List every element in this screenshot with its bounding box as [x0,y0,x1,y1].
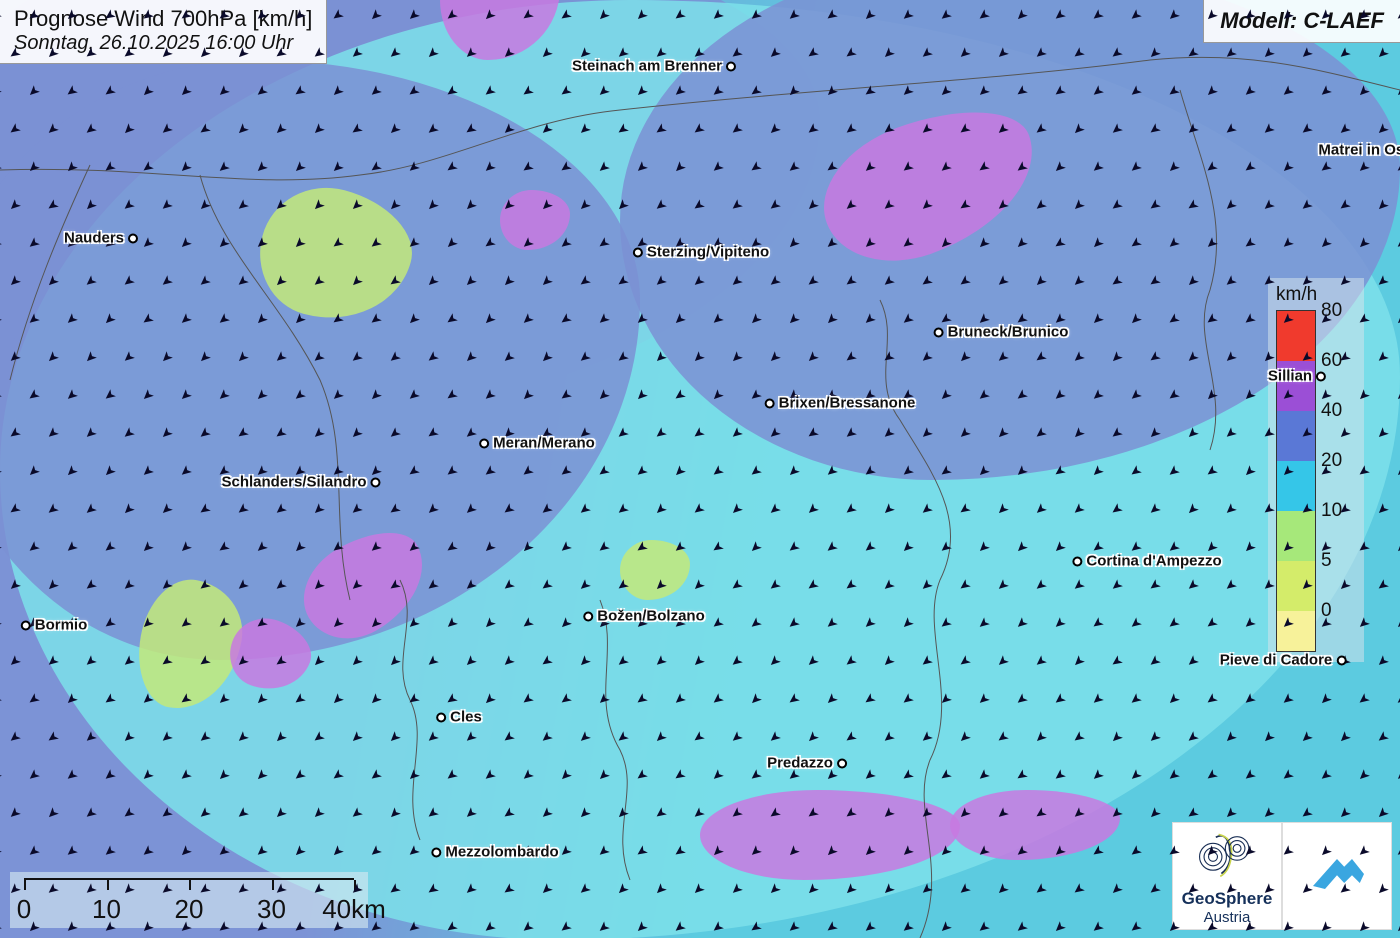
city-marker[interactable]: Predazzo [767,755,847,772]
city-marker[interactable]: Nauders [64,230,138,247]
city-dot-icon [1336,655,1346,665]
city-label-text: Steinach am Brenner [572,58,722,75]
city-label-text: Meran/Merano [493,435,595,452]
city-dot-icon [583,611,593,621]
city-marker[interactable]: Meran/Merano [479,435,595,452]
city-marker[interactable]: Bruneck/Brunico [934,324,1069,341]
city-dot-icon [837,758,847,768]
city-marker[interactable]: Cles [436,709,482,726]
city-label-text: Matrei in Osttirol [1318,142,1400,159]
city-label-text: Schlanders/Silandro [221,474,366,491]
city-marker[interactable]: Sillian [1268,368,1326,385]
city-marker[interactable]: Bormio [21,617,88,634]
city-label-text: Sillian [1268,368,1312,385]
city-label-text: Božen/Bolzano [597,608,705,625]
city-label-text: Pieve di Cadore [1220,652,1333,669]
city-label-text: Bruneck/Brunico [948,324,1069,341]
city-dot-icon [371,477,381,487]
city-marker[interactable]: Schlanders/Silandro [221,474,380,491]
city-label-text: Nauders [64,230,124,247]
city-label-text: Predazzo [767,755,833,772]
city-marker[interactable]: Matrei in Osttirol [1318,142,1400,159]
city-marker[interactable]: Pieve di Cadore [1220,652,1347,669]
city-dot-icon [431,847,441,857]
city-dot-icon [1072,556,1082,566]
city-marker[interactable]: Mezzolombardo [431,844,558,861]
city-dot-icon [1316,371,1326,381]
city-label-text: Sterzing/Vipiteno [647,244,769,261]
city-marker[interactable]: Steinach am Brenner [572,58,736,75]
city-marker[interactable]: Brixen/Bressanone [765,395,916,412]
city-marker[interactable]: Cortina d'Ampezzo [1072,553,1221,570]
city-dot-icon [479,438,489,448]
city-label-text: Cortina d'Ampezzo [1086,553,1221,570]
city-label-text: Bormio [35,617,88,634]
city-dot-icon [436,712,446,722]
city-dot-icon [21,620,31,630]
city-label-text: Brixen/Bressanone [779,395,916,412]
city-dot-icon [633,247,643,257]
city-label-text: Cles [450,709,482,726]
city-dot-icon [934,327,944,337]
city-dot-icon [765,398,775,408]
city-marker[interactable]: Sterzing/Vipiteno [633,244,769,261]
city-label-text: Mezzolombardo [445,844,558,861]
city-dot-icon [128,233,138,243]
city-marker[interactable]: Božen/Bolzano [583,608,705,625]
wind-forecast-map: ➤ ➤ ➤ ➤ ➤ ➤ ➤ ➤ ➤ ➤ ➤ ➤ ➤ ➤ ➤ ➤ ➤ ➤ ➤ ➤ ➤ ➤ ➤ ➤ ➤ ➤ ➤ ➤ ➤ ➤ ➤ ➤ ➤ ➤ ➤ ➤ ➤ ➤ ➤ ➤… [0,0,1400,938]
city-dot-icon [726,61,736,71]
city-markers-layer: Steinach am Brenner Matrei in Osttirol Nau… [0,0,1400,938]
